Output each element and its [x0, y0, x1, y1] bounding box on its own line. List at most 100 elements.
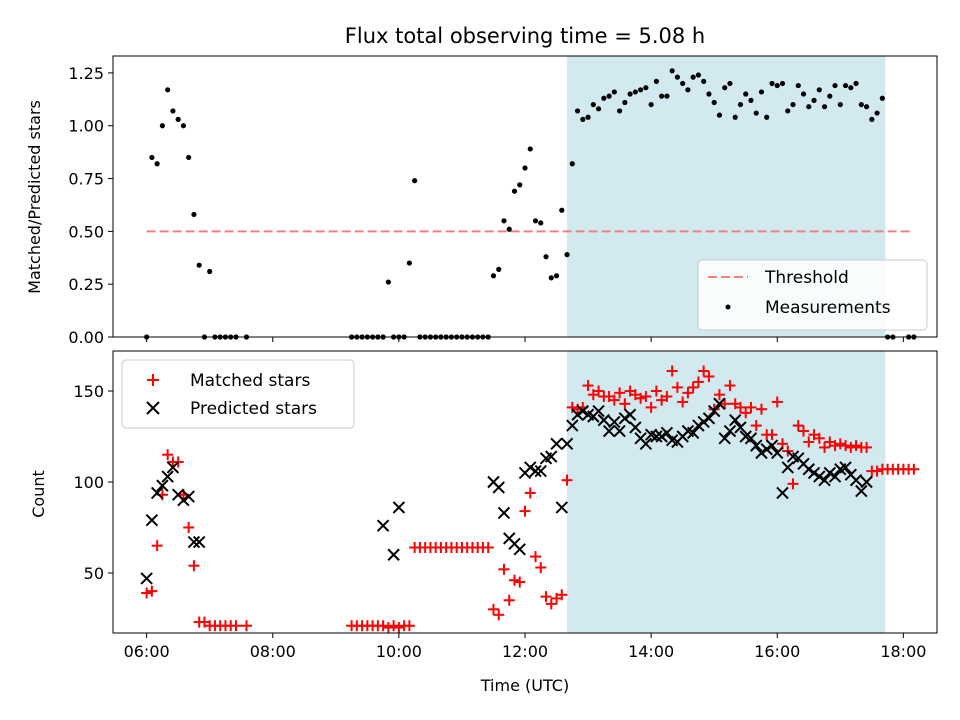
measurement-point	[753, 110, 759, 116]
matched-star-point	[650, 385, 662, 397]
predicted-star-point	[750, 439, 763, 452]
measurement-point	[517, 182, 523, 188]
measurement-point	[543, 254, 549, 260]
measurement-point	[695, 72, 702, 78]
x-tick-label: 12:00	[502, 642, 548, 661]
x-tick-label: 06:00	[124, 642, 170, 661]
predicted-star-point	[781, 461, 794, 474]
predicted-star-point	[497, 506, 511, 520]
predicted-star-point	[597, 413, 611, 427]
legend-predicted-label: Predicted stars	[190, 399, 317, 419]
predicted-star-point	[655, 430, 668, 443]
matched-star-point	[535, 562, 547, 574]
measurement-point	[154, 161, 160, 167]
matched-star-point	[750, 420, 762, 432]
measurement-point	[832, 82, 838, 89]
measurement-point	[685, 87, 691, 93]
measurement-point	[207, 268, 213, 275]
measurement-point	[159, 123, 165, 129]
predicted-star-point	[755, 446, 768, 460]
matched-star-point	[661, 390, 673, 402]
measurement-point	[664, 93, 670, 99]
measurement-point	[821, 104, 828, 110]
matched-star-point	[561, 474, 573, 486]
measurement-point	[191, 211, 197, 218]
matched-star-point	[614, 387, 626, 399]
measurement-point	[638, 87, 644, 93]
matched-star-point	[850, 440, 862, 452]
measurement-point	[785, 108, 791, 114]
legend-measurements-swatch	[725, 304, 731, 310]
predicted-star-point	[161, 470, 174, 483]
measurement-point	[674, 74, 680, 80]
measurement-point	[569, 161, 575, 167]
matched-star-point	[666, 365, 678, 377]
predicted-star-point	[550, 437, 563, 450]
matched-star-point	[230, 620, 242, 632]
predicted-star-point	[513, 543, 526, 556]
predicted-star-point	[534, 464, 547, 478]
matched-star-point	[393, 622, 405, 634]
measurement-point	[548, 275, 554, 281]
measurement-point	[669, 68, 675, 74]
predicted-star-point	[182, 490, 195, 503]
predicted-star-point	[702, 412, 716, 425]
measurement-point	[165, 87, 171, 93]
matched-star-point	[771, 396, 783, 408]
legend-predicted-swatch	[146, 401, 160, 415]
predicted-star-point	[576, 404, 590, 418]
measurement-point	[732, 114, 738, 120]
measurement-point	[611, 89, 617, 95]
x-tick-label: 18:00	[880, 642, 926, 661]
predicted-star-point	[623, 408, 637, 421]
y-tick-label: 1.00	[68, 117, 104, 136]
measurement-point	[564, 252, 570, 258]
matched-star-point	[240, 620, 252, 632]
measurement-point	[616, 108, 623, 114]
top-legend-box	[697, 259, 928, 331]
matched-star-point	[803, 436, 815, 448]
measurement-point	[538, 220, 544, 226]
measurement-points	[144, 68, 917, 340]
matched-star-point	[619, 398, 631, 410]
predicted-star-point	[560, 437, 574, 450]
predicted-star-point	[771, 446, 784, 460]
matched-star-point	[677, 396, 689, 408]
predicted-star-point	[807, 466, 821, 480]
matched-star-point	[766, 429, 778, 441]
matched-star-point	[498, 563, 510, 575]
predicted-star-point	[150, 486, 164, 500]
bottom-y-axis-ticks: 50 100 150	[73, 382, 113, 583]
measurement-point	[769, 80, 775, 87]
predicted-star-point	[140, 572, 153, 585]
x-tick-label: 16:00	[754, 642, 800, 661]
matched-star-point	[645, 401, 657, 413]
measurement-point	[522, 165, 528, 171]
matched-star-point	[819, 441, 831, 453]
measurement-point	[690, 74, 696, 80]
predicted-star-point	[760, 443, 773, 456]
bottom-legend: Matched stars Predicted stars	[121, 359, 355, 429]
measurement-point	[601, 95, 607, 101]
predicted-star-point	[765, 439, 779, 452]
measurement-point	[653, 78, 659, 84]
predicted-star-point	[713, 397, 726, 410]
predicted-star-point	[639, 437, 653, 450]
matched-star-point	[188, 560, 200, 572]
y-tick-label: 0.25	[68, 275, 104, 294]
matched-star-point	[692, 376, 704, 388]
bottom-x-axis-ticks: 06:00 08:00 10:00 12:00 14:00 16:00 18:00	[124, 633, 926, 661]
top-panel: 0.00 0.25 0.50 0.75 1.00 1.25 Flux total obse…	[25, 24, 938, 347]
measurement-point	[527, 146, 533, 152]
measurement-point	[879, 95, 885, 101]
matched-star-point	[388, 620, 400, 632]
matched-star-point	[519, 505, 531, 517]
measurement-point	[863, 104, 870, 110]
matched-star-point	[162, 449, 174, 461]
measurement-point	[853, 80, 859, 87]
measurement-point	[648, 101, 654, 108]
matched-star-point	[640, 390, 652, 402]
measurement-point	[590, 101, 596, 108]
x-axis-label: Time (UTC)	[480, 676, 569, 695]
matched-star-point	[682, 387, 694, 399]
